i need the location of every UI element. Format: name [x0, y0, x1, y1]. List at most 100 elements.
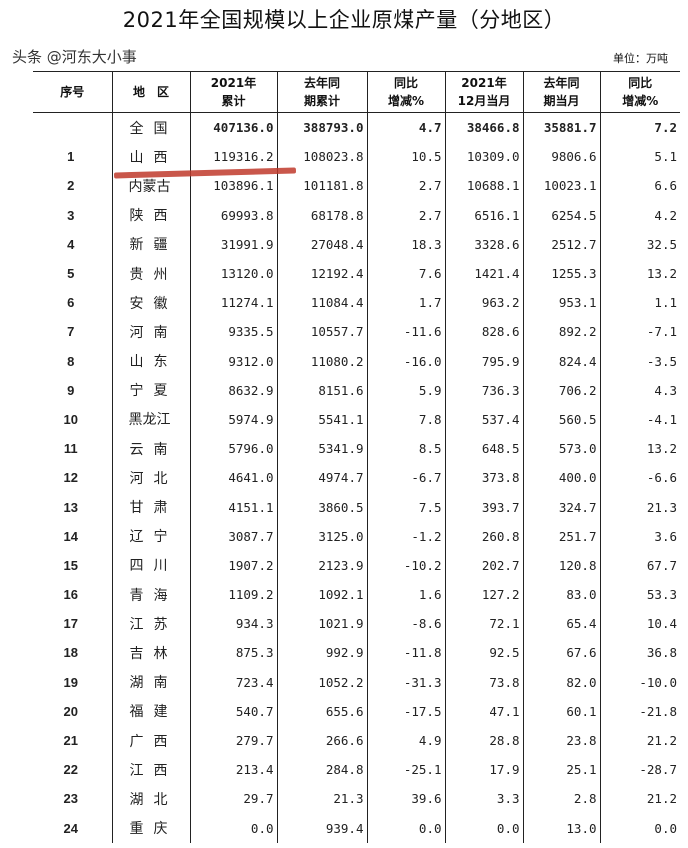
- table-row: 24 重庆 0.0 939.4 0.0 0.0 13.0 0.0: [33, 813, 680, 843]
- column-header: 同比 增减%: [366, 71, 445, 113]
- row-index: 23: [63, 791, 78, 807]
- value-cell: 0.0: [444, 813, 523, 843]
- value-cell: 8.5: [366, 434, 445, 464]
- value-cell: 202.7: [444, 550, 523, 580]
- value-cell: 828.6: [444, 317, 523, 347]
- value-cell: 28.8: [444, 725, 523, 756]
- value-cell: 0.0: [366, 813, 445, 843]
- region-name: 江苏: [111, 609, 190, 639]
- value-cell: 7.5: [366, 492, 445, 522]
- value-cell: 1021.9: [276, 609, 367, 639]
- value-cell: 655.6: [276, 696, 367, 726]
- value-cell: 4.7: [366, 112, 445, 143]
- value-cell: 3125.0: [276, 521, 367, 551]
- value-cell: 4641.0: [189, 463, 277, 493]
- value-cell: 0.0: [189, 813, 277, 843]
- region-name: 全国: [111, 112, 190, 143]
- table-row: 13 甘肃 4151.1 3860.5 7.5 393.7 324.7 21.3: [33, 492, 680, 522]
- value-cell: 5.9: [366, 375, 445, 405]
- table-row: 23 湖北 29.7 21.3 39.6 3.3 2.8 21.2: [33, 784, 680, 814]
- value-cell: 393.7: [444, 492, 523, 522]
- value-cell: 939.4: [276, 813, 367, 843]
- row-index: 22: [63, 762, 78, 778]
- value-cell: 4974.7: [276, 463, 367, 493]
- region-name: 湖北: [111, 784, 190, 814]
- value-cell: 10309.0: [444, 142, 523, 172]
- region-name: 江西: [111, 755, 190, 785]
- row-index: 24: [63, 820, 78, 836]
- value-cell: 17.9: [444, 755, 523, 785]
- row-index: 14: [63, 528, 78, 544]
- value-cell: 953.1: [522, 288, 600, 318]
- value-cell: 9806.6: [522, 142, 600, 172]
- value-cell: 11084.4: [276, 288, 367, 318]
- value-cell: 266.6: [276, 725, 367, 756]
- region-name: 安徽: [111, 288, 190, 318]
- region-name: 青海: [111, 580, 190, 610]
- region-name: 贵州: [111, 258, 190, 289]
- value-cell: -11.8: [366, 638, 445, 668]
- value-cell: 795.9: [444, 346, 523, 376]
- value-cell: 1907.2: [189, 550, 277, 580]
- region-name: 山西: [111, 142, 190, 172]
- value-cell: 39.6: [366, 784, 445, 814]
- table-row: 2 内蒙古 103896.1 101181.8 2.7 10688.1 10023.1 6.6: [33, 171, 680, 201]
- value-cell: 8151.6: [276, 375, 367, 405]
- row-index: 16: [63, 587, 78, 603]
- row-index: 18: [63, 645, 78, 661]
- value-cell: 3860.5: [276, 492, 367, 522]
- table-row: 8 山东 9312.0 11080.2 -16.0 795.9 824.4 -3.5: [33, 346, 680, 376]
- value-cell: 992.9: [276, 638, 367, 668]
- row-index: 17: [63, 616, 78, 632]
- value-cell: 67.7: [599, 550, 680, 580]
- row-index: 2: [67, 178, 75, 194]
- value-cell: 6254.5: [522, 200, 600, 230]
- value-cell: 5.1: [599, 142, 680, 172]
- table-row: 17 江苏 934.3 1021.9 -8.6 72.1 65.4 10.4: [33, 609, 680, 639]
- region-name: 辽宁: [111, 521, 190, 551]
- value-cell: 11080.2: [276, 346, 367, 376]
- value-cell: 2.8: [522, 784, 600, 814]
- table-row: 19 湖南 723.4 1052.2 -31.3 73.8 82.0 -10.0: [33, 667, 680, 697]
- row-index: 4: [67, 236, 75, 252]
- value-cell: 388793.0: [276, 112, 367, 143]
- value-cell: 5974.9: [189, 404, 277, 435]
- table-row: 7 河南 9335.5 10557.7 -11.6 828.6 892.2 -7.1: [33, 317, 680, 347]
- value-cell: 10023.1: [522, 171, 600, 201]
- value-cell: -3.5: [599, 346, 680, 376]
- region-name: 山东: [111, 346, 190, 376]
- table-row: 18 吉林 875.3 992.9 -11.8 92.5 67.6 36.8: [33, 638, 680, 668]
- value-cell: 7.2: [599, 112, 680, 143]
- value-cell: 21.3: [599, 492, 680, 522]
- value-cell: 3328.6: [444, 229, 523, 259]
- column-header: 同比 增减%: [599, 71, 680, 113]
- value-cell: 8632.9: [189, 375, 277, 405]
- table-row: 22 江西 213.4 284.8 -25.1 17.9 25.1 -28.7: [33, 755, 680, 785]
- value-cell: 723.4: [189, 667, 277, 697]
- region-name: 河南: [111, 317, 190, 347]
- value-cell: 38466.8: [444, 112, 523, 143]
- value-cell: 407136.0: [189, 112, 277, 143]
- value-cell: 108023.8: [276, 142, 367, 172]
- value-cell: -6.6: [599, 463, 680, 493]
- table-row: 14 辽宁 3087.7 3125.0 -1.2 260.8 251.7 3.6: [33, 521, 680, 551]
- value-cell: 103896.1: [189, 171, 277, 201]
- value-cell: 29.7: [189, 784, 277, 814]
- column-header: 地 区: [111, 71, 190, 113]
- value-cell: 10.5: [366, 142, 445, 172]
- value-cell: 537.4: [444, 404, 523, 435]
- column-header: 2021年 12月当月: [444, 71, 523, 113]
- value-cell: 5341.9: [276, 434, 367, 464]
- region-name: 陕西: [111, 200, 190, 230]
- value-cell: 82.0: [522, 667, 600, 697]
- value-cell: 13.2: [599, 434, 680, 464]
- value-cell: 540.7: [189, 696, 277, 726]
- value-cell: 648.5: [444, 434, 523, 464]
- value-cell: -25.1: [366, 755, 445, 785]
- value-cell: 875.3: [189, 638, 277, 668]
- row-index: 19: [63, 674, 78, 690]
- value-cell: 127.2: [444, 580, 523, 610]
- unit-label: 单位：万吨: [613, 52, 668, 65]
- value-cell: 10688.1: [444, 171, 523, 201]
- value-cell: 6.6: [599, 171, 680, 201]
